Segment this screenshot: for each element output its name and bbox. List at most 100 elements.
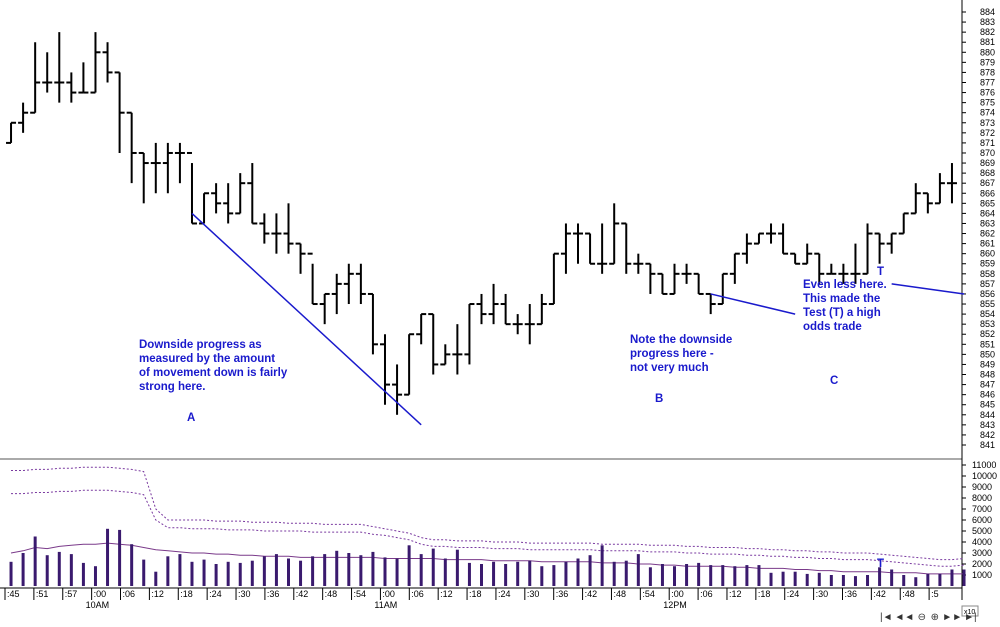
scale-box[interactable] (961, 605, 979, 617)
price-bar (645, 262, 656, 294)
price-bar (30, 42, 41, 114)
price-tick-label: 882 (980, 27, 995, 37)
price-bar (500, 293, 511, 326)
price-bar (657, 272, 668, 295)
zoom-out-button[interactable]: ⊖ (917, 612, 926, 623)
price-tick-label: 877 (980, 77, 995, 87)
volume-bands (10, 466, 965, 575)
price-bar (355, 263, 366, 305)
time-tick-label: :42 (296, 589, 309, 599)
annotation-b-line: Note the downside (630, 334, 733, 346)
price-tick-label: 875 (980, 98, 995, 108)
annotation-a-text: Downside progress as measured by the amo… (139, 338, 287, 394)
price-tick-label: 871 (980, 138, 995, 148)
time-tick-label: :36 (844, 589, 857, 599)
volume-tick-label: 7000 (972, 504, 992, 514)
volume-moving-average (10, 542, 964, 575)
price-bar (693, 272, 704, 295)
time-tick-label: :24 (787, 589, 800, 599)
price-bar (922, 192, 933, 214)
price-tick-label: 869 (980, 158, 995, 168)
price-bar (452, 324, 463, 375)
price-tick-label: 855 (980, 299, 995, 309)
price-tick-label: 843 (980, 420, 995, 430)
price-bar (573, 223, 584, 264)
price-bar (717, 272, 728, 306)
price-bar (78, 62, 89, 94)
price-bar (826, 263, 837, 275)
time-tick-label: :36 (556, 589, 569, 599)
annotation-b-line: not very much (630, 362, 709, 374)
annotation-a-line: of movement down is fairly (139, 367, 288, 379)
volume-tick-label: 1000 (972, 570, 992, 580)
time-tick-label: :18 (758, 589, 771, 599)
annotation-c-line: Even less here. (803, 279, 887, 291)
annotation-a-label: A (187, 412, 196, 424)
time-tick-label: :24 (209, 589, 222, 599)
price-bar (621, 222, 632, 274)
first-page-button[interactable]: |◄ (880, 612, 893, 623)
hour-label: 11AM (374, 600, 397, 610)
time-tick-label: :45 (7, 589, 20, 599)
price-bar (814, 252, 825, 284)
price-bar (404, 333, 415, 396)
volume-tick-label: 6000 (972, 515, 992, 525)
time-tick-label: :18 (469, 589, 482, 599)
time-tick-label: :12 (151, 589, 164, 599)
price-bar (54, 32, 65, 103)
price-bar (102, 42, 113, 83)
price-bar (790, 252, 801, 265)
price-tick-label: 852 (980, 329, 995, 339)
zoom-in-button[interactable]: ⊕ (930, 612, 939, 623)
price-bar (705, 292, 716, 315)
price-bar (440, 344, 451, 366)
price-tick-label: 850 (980, 349, 995, 359)
price-tick-label: 861 (980, 239, 995, 249)
price-bar (946, 163, 957, 204)
time-axis-ticks: :45:51:57:00:06:12:18:24:30:36:42:48:54:… (4, 588, 939, 610)
price-bar (464, 303, 475, 365)
chart-navigation: |◄ ◄◄ ⊖ ⊕ ►► ►| (880, 609, 977, 626)
price-bar (211, 183, 222, 214)
volume-tick-label: 11000 (972, 460, 996, 470)
price-bar (548, 252, 559, 306)
price-bar (223, 183, 234, 224)
time-tick-label: :24 (498, 589, 511, 599)
price-tick-label: 870 (980, 148, 995, 158)
price-tick-label: 845 (980, 400, 995, 410)
volume-tick-label: 9000 (972, 482, 992, 492)
last-page-button[interactable]: ►| (964, 612, 977, 623)
price-tick-label: 884 (980, 7, 995, 17)
hour-label: 10AM (86, 600, 110, 610)
annotation-c-line: Test (T) a high (803, 307, 881, 319)
next-page-button[interactable]: ►► (942, 612, 963, 623)
trendline-b (710, 293, 796, 315)
price-bar (114, 71, 125, 153)
time-tick-label: :54 (642, 589, 655, 599)
price-bar (741, 233, 752, 264)
price-bar (778, 223, 789, 255)
price-bar (428, 313, 439, 375)
price-tick-label: 842 (980, 430, 995, 440)
price-tick-label: 847 (980, 380, 995, 390)
price-bar (271, 213, 282, 254)
price-axis-ticks: 8418428438448458468478488498508518528538… (962, 7, 995, 450)
price-tick-label: 849 (980, 359, 995, 369)
price-bar (850, 243, 861, 284)
price-bar (199, 192, 210, 225)
time-tick-label: :54 (354, 589, 367, 599)
price-bar (259, 213, 270, 244)
time-tick-label: :48 (613, 589, 626, 599)
price-bar (886, 232, 897, 254)
price-bar (910, 183, 921, 215)
prev-page-button[interactable]: ◄◄ (894, 612, 915, 623)
price-bar (138, 151, 149, 204)
price-bar (669, 263, 680, 295)
volume-upper-band (11, 466, 965, 561)
price-tick-label: 864 (980, 208, 995, 218)
time-tick-label: :06 (411, 589, 424, 599)
annotation-c-line: odds trade (803, 321, 862, 333)
price-bar (283, 203, 294, 254)
price-bar (681, 263, 692, 284)
volume-tick-label: 8000 (972, 493, 992, 503)
